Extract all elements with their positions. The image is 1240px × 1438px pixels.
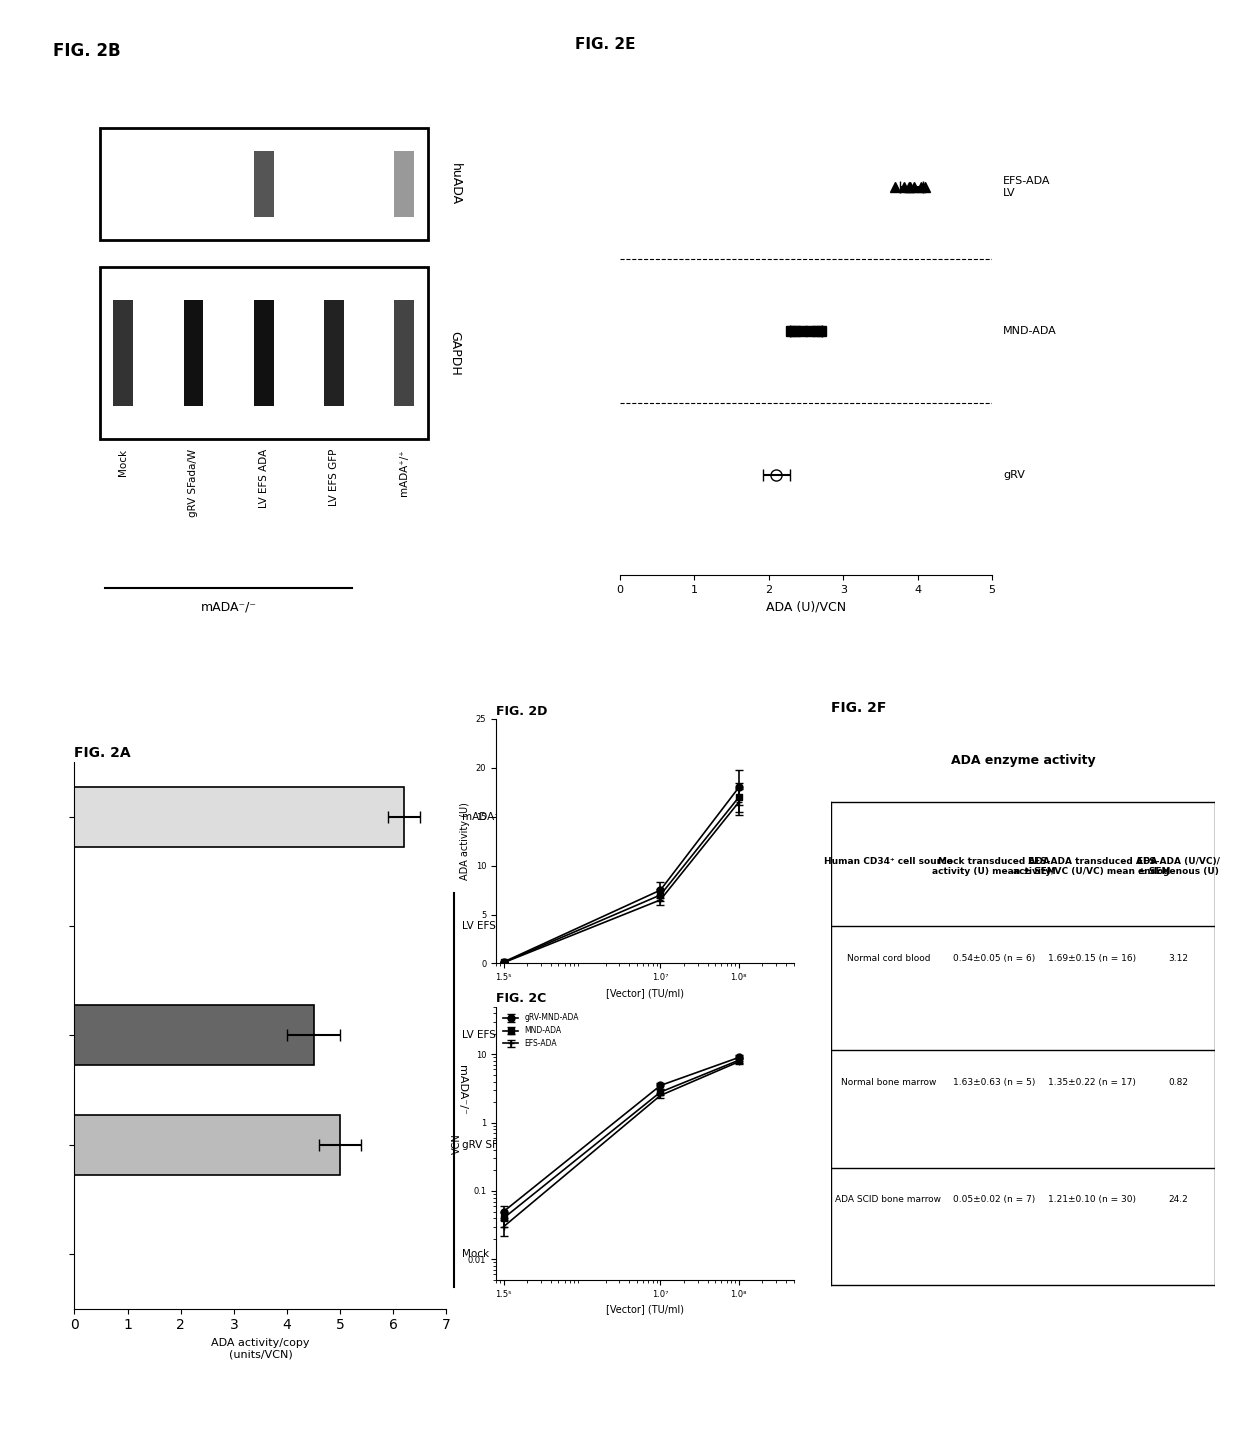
Text: huADA: huADA bbox=[449, 162, 461, 206]
Text: FIG. 2F: FIG. 2F bbox=[831, 702, 887, 715]
Text: 0.82: 0.82 bbox=[1168, 1078, 1189, 1087]
Bar bbox=[74, 1005, 314, 1066]
Bar bbox=[74, 787, 404, 847]
Text: ADA enzyme activity: ADA enzyme activity bbox=[951, 754, 1095, 766]
Bar bbox=[74, 1114, 340, 1175]
Text: GAPDH: GAPDH bbox=[449, 331, 461, 375]
Y-axis label: ADA activity (U): ADA activity (U) bbox=[460, 802, 470, 880]
Text: 1.69±0.15 (n = 16): 1.69±0.15 (n = 16) bbox=[1048, 953, 1136, 962]
Legend: gRV-MND-ADA, MND-ADA, EFS-ADA: gRV-MND-ADA, MND-ADA, EFS-ADA bbox=[500, 1011, 582, 1051]
Bar bbox=[99, 128, 428, 240]
Text: LV EFS GFP: LV EFS GFP bbox=[463, 922, 520, 930]
Text: Mock transduced ADA
activity (U) mean ± SEM: Mock transduced ADA activity (U) mean ± … bbox=[932, 857, 1056, 876]
Text: Mock: Mock bbox=[463, 1250, 490, 1258]
Text: FIG. 2C: FIG. 2C bbox=[496, 992, 547, 1005]
Text: gRV: gRV bbox=[1003, 470, 1025, 479]
Text: mADA⁺/⁺: mADA⁺/⁺ bbox=[399, 449, 409, 496]
Text: mADA⁺/⁺: mADA⁺/⁺ bbox=[463, 812, 510, 821]
Text: Normal cord blood: Normal cord blood bbox=[847, 953, 930, 962]
Text: Normal bone marrow: Normal bone marrow bbox=[841, 1078, 936, 1087]
Text: FIG. 2E: FIG. 2E bbox=[575, 37, 636, 52]
Text: LV EFS ADA: LV EFS ADA bbox=[259, 449, 269, 508]
Bar bbox=[394, 151, 414, 217]
Text: EFS-ADA
LV: EFS-ADA LV bbox=[1003, 175, 1050, 198]
Text: 3.12: 3.12 bbox=[1168, 953, 1189, 962]
Bar bbox=[324, 301, 343, 406]
Y-axis label: VCN: VCN bbox=[453, 1133, 463, 1153]
Text: FIG. 2A: FIG. 2A bbox=[74, 745, 131, 759]
Text: FIG. 2D: FIG. 2D bbox=[496, 705, 547, 718]
X-axis label: [Vector] (TU/ml): [Vector] (TU/ml) bbox=[606, 1304, 683, 1314]
Text: 24.2: 24.2 bbox=[1169, 1195, 1189, 1204]
Text: 0.54±0.05 (n = 6): 0.54±0.05 (n = 6) bbox=[954, 953, 1035, 962]
Bar bbox=[254, 301, 274, 406]
Bar bbox=[113, 301, 133, 406]
Text: MND-ADA: MND-ADA bbox=[1003, 326, 1056, 335]
X-axis label: ADA activity/copy
(units/VCN): ADA activity/copy (units/VCN) bbox=[211, 1337, 310, 1359]
Text: LV EFS ADA: LV EFS ADA bbox=[463, 1031, 522, 1040]
Text: mADA⁻/⁻: mADA⁻/⁻ bbox=[458, 1066, 467, 1114]
Text: ADA SCID bone marrow: ADA SCID bone marrow bbox=[836, 1195, 941, 1204]
X-axis label: ADA (U)/VCN: ADA (U)/VCN bbox=[766, 601, 846, 614]
Text: gRV SFada/W: gRV SFada/W bbox=[463, 1140, 531, 1149]
Text: EFS-ADA transduced ADA
activity/VC (U/VC) mean ± SEM: EFS-ADA transduced ADA activity/VC (U/VC… bbox=[1013, 857, 1171, 876]
Text: 1.21±0.10 (n = 30): 1.21±0.10 (n = 30) bbox=[1048, 1195, 1136, 1204]
Text: gRV SFada/W: gRV SFada/W bbox=[188, 449, 198, 516]
Text: 1.35±0.22 (n = 17): 1.35±0.22 (n = 17) bbox=[1048, 1078, 1136, 1087]
Text: FIG. 2B: FIG. 2B bbox=[53, 42, 120, 60]
Bar bbox=[254, 151, 274, 217]
Text: 0.05±0.02 (n = 7): 0.05±0.02 (n = 7) bbox=[954, 1195, 1035, 1204]
Text: Human CD34⁺ cell source: Human CD34⁺ cell source bbox=[825, 857, 952, 866]
Bar bbox=[99, 267, 428, 439]
Text: 1.63±0.63 (n = 5): 1.63±0.63 (n = 5) bbox=[954, 1078, 1035, 1087]
Text: mADA⁻/⁻: mADA⁻/⁻ bbox=[201, 601, 257, 614]
Text: Mock: Mock bbox=[118, 449, 128, 476]
Text: LV EFS GFP: LV EFS GFP bbox=[329, 449, 339, 506]
Text: EFS-ADA (U/VC)/
endogenous (U): EFS-ADA (U/VC)/ endogenous (U) bbox=[1137, 857, 1220, 876]
X-axis label: [Vector] (TU/ml): [Vector] (TU/ml) bbox=[606, 988, 683, 998]
Bar bbox=[184, 301, 203, 406]
Bar bbox=[394, 301, 414, 406]
